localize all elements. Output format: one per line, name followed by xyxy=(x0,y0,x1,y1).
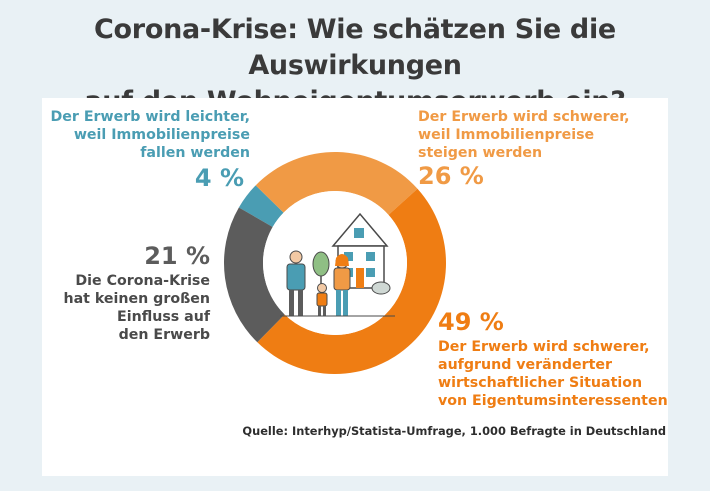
family-house-illustration xyxy=(280,212,395,317)
slice-pct-kein-einfluss: 21 % xyxy=(144,242,210,270)
slice-label-line: Der Erwerb wird schwerer, xyxy=(418,109,630,125)
slice-pct-fallen: 4 % xyxy=(194,164,244,192)
donut-hole xyxy=(263,191,407,335)
donut-slice-1 xyxy=(255,151,418,215)
slice-pct-steigen: 26 % xyxy=(418,162,484,190)
slice-label-line: aufgrund veränderter xyxy=(438,357,613,373)
slice-label-line: hat keinen großen xyxy=(63,291,210,307)
slice-label-line: wirtschaftlicher Situation xyxy=(438,375,643,391)
slice-label-fallen: Der Erwerb wird leichter, weil Immobilien… xyxy=(44,108,250,162)
slice-label-line: weil Immobilienpreise xyxy=(418,127,595,143)
slice-label-line: Der Erwerb wird schwerer, xyxy=(438,339,650,355)
donut-slice-2 xyxy=(257,188,446,374)
slice-label-line: Der Erwerb wird leichter, xyxy=(50,109,250,125)
slice-label-situation: Der Erwerb wird schwerer, aufgrund veränd… xyxy=(438,338,668,410)
source-note: Quelle: Interhyp/Statista-Umfrage, 1.000… xyxy=(242,424,666,438)
slice-label-steigen: Der Erwerb wird schwerer, weil Immobilien… xyxy=(418,108,668,162)
slice-label-line: Die Corona-Krise xyxy=(75,273,210,289)
slice-label-line: steigen werden xyxy=(418,145,543,161)
title-line-1: Corona-Krise: Wie schätzen Sie die Auswi… xyxy=(94,14,616,81)
slice-label-line: Einfluss auf xyxy=(117,309,210,325)
slice-label-line: weil Immobilienpreise xyxy=(73,127,250,143)
donut-slice-0 xyxy=(238,185,284,227)
slice-label-line: fallen werden xyxy=(140,145,250,161)
slice-label-kein-einfluss: Die Corona-Krise hat keinen großen Einflus… xyxy=(44,272,210,344)
slice-pct-situation: 49 % xyxy=(438,308,504,336)
slice-label-line: den Erwerb xyxy=(118,327,210,343)
donut-slice-3 xyxy=(223,207,285,343)
slice-label-line: von Eigentumsinteressenten xyxy=(438,393,668,409)
